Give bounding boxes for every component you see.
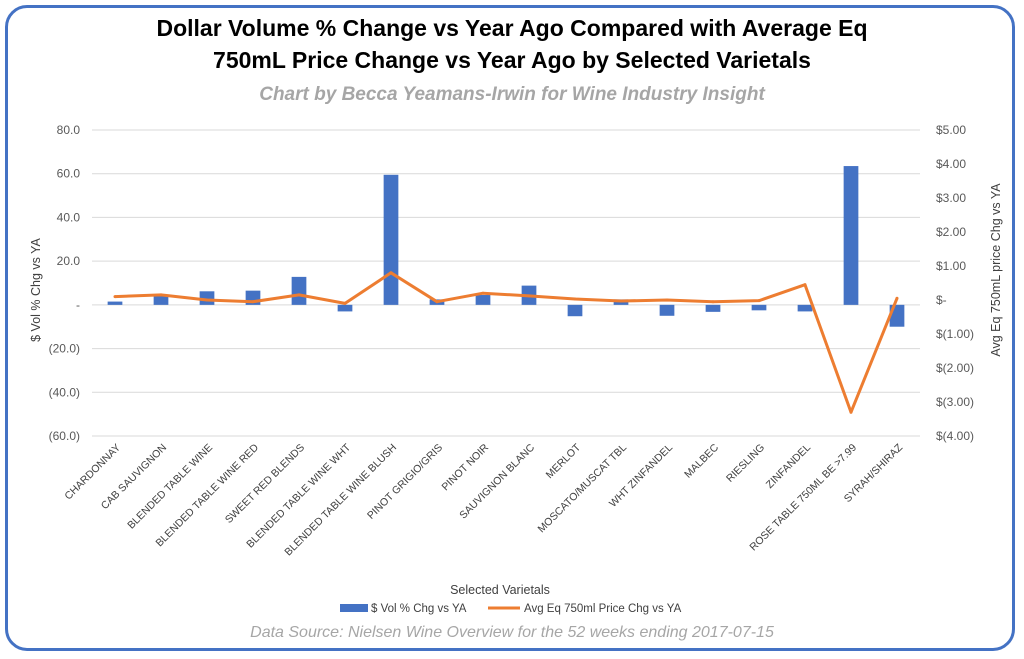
bar-4	[291, 276, 307, 305]
bar-1	[153, 295, 169, 305]
line-point-0	[113, 295, 117, 299]
x-axis-title: Selected Varietals	[450, 583, 550, 597]
right-axis-title: Avg Eq 750mL price Chg vs YA	[989, 183, 1003, 357]
y2-tick-label: $-	[936, 293, 947, 307]
legend-bar-swatch	[340, 604, 368, 612]
line-point-6	[389, 271, 393, 275]
bar-0	[107, 301, 123, 305]
chart-title-line2: 750mL Price Change vs Year Ago by Select…	[213, 47, 811, 73]
line-point-12	[665, 298, 669, 302]
chart-subtitle: Chart by Becca Yeamans-Irwin for Wine In…	[259, 84, 765, 105]
line-point-2	[205, 298, 209, 302]
line-point-15	[803, 283, 807, 287]
y2-tick-label: $(4.00)	[936, 429, 974, 443]
left-axis-title: $ Vol % Chg vs YA	[29, 237, 43, 341]
category-label: SAUVIGNON BLANC	[457, 441, 537, 521]
line-point-5	[343, 301, 347, 305]
line-point-1	[159, 293, 163, 297]
bar-12	[659, 304, 675, 316]
line-point-3	[251, 300, 255, 304]
y-tick-label: -	[76, 298, 80, 312]
y-tick-label: (60.0)	[49, 429, 80, 443]
category-label: MALBEC	[682, 441, 721, 480]
line-point-11	[619, 299, 623, 303]
y-tick-label: 40.0	[57, 210, 81, 224]
line-point-13	[711, 300, 715, 304]
left-axis-ticks: 80.0 60.0 40.0 20.0 - (20.0) (40.0) (60.0)	[49, 123, 81, 443]
y2-tick-label: $3.00	[936, 191, 966, 205]
bar-14	[751, 304, 767, 311]
y-tick-label: 20.0	[57, 254, 81, 268]
line-point-9	[527, 294, 531, 298]
bar-5	[337, 304, 353, 312]
chart-title-line1: Dollar Volume % Change vs Year Ago Compa…	[156, 15, 868, 41]
gridlines	[92, 129, 920, 437]
category-label: MERLOT	[544, 441, 584, 481]
line-point-7	[435, 300, 439, 304]
right-axis-ticks: $5.00 $4.00 $3.00 $2.00 $1.00 $- $(1.00) $(2.00…	[936, 123, 974, 443]
bar-13	[705, 304, 721, 312]
legend-line-label: Avg Eq 750ml Price Chg vs YA	[524, 603, 682, 615]
y2-tick-label: $1.00	[936, 259, 966, 273]
line-point-17	[895, 296, 899, 300]
category-label: RIESLING	[724, 442, 767, 485]
line-point-8	[481, 291, 485, 295]
y-tick-label: 80.0	[57, 123, 81, 137]
line-point-16	[849, 410, 853, 414]
category-label: MOSCATO/MUSCAT TBL	[536, 442, 630, 536]
legend: $ Vol % Chg vs YA Avg Eq 750ml Price Chg…	[340, 603, 682, 615]
bar-15	[797, 304, 813, 312]
line-point-14	[757, 299, 761, 303]
y-tick-label: (20.0)	[49, 342, 80, 356]
category-label: BLENDED TABLE WINE	[125, 442, 215, 532]
line-series	[113, 271, 899, 414]
y2-tick-label: $5.00	[936, 123, 966, 137]
legend-bar-label: $ Vol % Chg vs YA	[371, 603, 467, 615]
y-tick-label: (40.0)	[49, 385, 80, 399]
y2-tick-label: $(3.00)	[936, 395, 974, 409]
data-source-note: Data Source: Nielsen Wine Overview for t…	[250, 624, 774, 641]
category-label: ZINFANDEL	[764, 442, 813, 491]
chart-frame	[5, 5, 1015, 651]
bar-series	[107, 166, 905, 327]
y2-tick-label: $4.00	[936, 157, 966, 171]
bar-8	[475, 295, 491, 305]
y-tick-label: 60.0	[57, 167, 81, 181]
bar-16	[843, 166, 859, 305]
bar-10	[567, 304, 583, 317]
category-label: SWEET RED BLENDS	[223, 442, 307, 526]
y2-tick-label: $2.00	[936, 225, 966, 239]
y2-tick-label: $(2.00)	[936, 361, 974, 375]
y2-tick-label: $(1.00)	[936, 327, 974, 341]
line-point-4	[297, 293, 301, 297]
line-point-10	[573, 297, 577, 301]
category-label: PINOT GRIGIO/GRIS	[365, 442, 445, 522]
price-change-line	[114, 271, 899, 414]
bar-6	[383, 174, 399, 305]
